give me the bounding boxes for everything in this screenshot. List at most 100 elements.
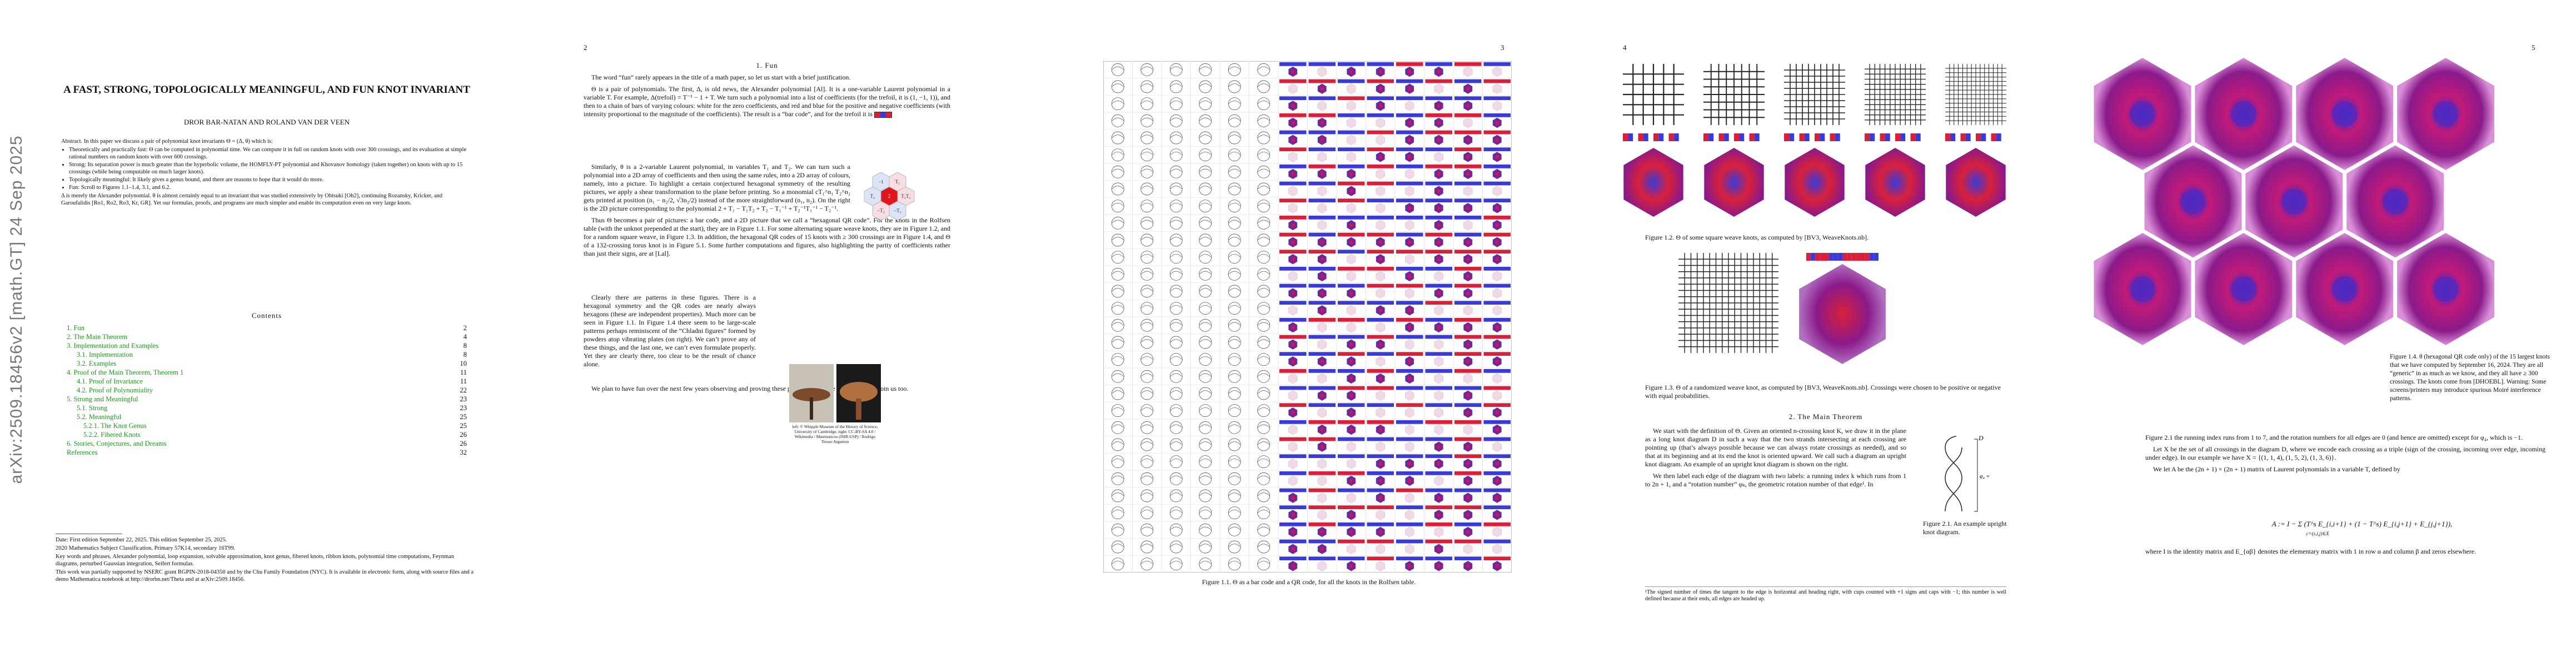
toc-entry[interactable]: 5.2. Meaningful 25 — [67, 412, 467, 421]
main-theorem-text: We start with the definition of Θ. Given… — [1645, 427, 1906, 492]
arxiv-stamp[interactable]: arXiv:2509.18456v2 [math.GT] 24 Sep 2025 — [7, 135, 26, 484]
knot-diagram — [1111, 353, 1124, 366]
qr-hex — [1434, 305, 1443, 316]
qr-hex — [1492, 407, 1502, 418]
knot-diagram — [1140, 523, 1154, 536]
bar-code — [1279, 505, 1307, 510]
toc-entry[interactable]: 5. Strong and Meaningful 23 — [67, 395, 467, 404]
weave-bar-code — [1806, 253, 1811, 261]
qr-hex — [1288, 339, 1298, 350]
qr-hex — [1434, 288, 1443, 299]
bar-code — [1367, 283, 1394, 288]
qr-hex — [1405, 560, 1414, 571]
knot-diagram — [1169, 489, 1183, 502]
knot-crossing — [1199, 100, 1212, 104]
knot-diagram — [1169, 267, 1183, 281]
knot-crossing — [1170, 322, 1183, 326]
bar-code — [1454, 437, 1482, 441]
toc-entry-label: 6. Stories, Conjectures, and Dreams — [67, 440, 167, 447]
knot-diagram — [1228, 370, 1241, 383]
qr-hex — [1434, 526, 1443, 537]
weave-bar-code — [1890, 133, 1895, 141]
qr-hex — [1317, 202, 1327, 213]
knot-diagram — [1169, 165, 1183, 178]
qr-hex — [1288, 83, 1298, 94]
knot-diagram — [1228, 285, 1241, 298]
qr-hex — [1405, 135, 1414, 146]
toc-entry[interactable]: 5.2.1. The Knot Genus 25 — [67, 421, 467, 430]
qr-hex — [1347, 356, 1356, 367]
knot-diagram — [1140, 489, 1154, 502]
footnote-funding[interactable]: This work was partially supported by NSE… — [56, 569, 474, 583]
bar-code — [1396, 556, 1423, 561]
toc-entry[interactable]: 3.1. Implementation 8 — [67, 350, 467, 359]
knot-crossing — [1199, 220, 1212, 223]
hex-label: −1 — [878, 179, 884, 185]
chladni-photos — [789, 364, 881, 422]
toc-entry[interactable]: 5.1. Strong 23 — [67, 404, 467, 412]
weave-bar-code — [1815, 133, 1820, 141]
qr-hex — [1376, 373, 1385, 384]
bar-code — [1396, 505, 1423, 510]
bar-code — [1279, 165, 1307, 168]
knot-diagram — [1199, 200, 1212, 213]
toc-entry[interactable]: 3.2. Examples 10 — [67, 359, 467, 368]
bar-code — [1396, 267, 1423, 271]
qr-hex — [1347, 390, 1356, 401]
knot-diagram — [1169, 80, 1183, 93]
qr-hex — [1347, 544, 1356, 555]
knot-diagram — [1140, 387, 1154, 400]
knot-diagram — [1199, 523, 1212, 536]
toc-entry[interactable]: 6. Stories, Conjectures, and Dreams 26 — [67, 439, 467, 448]
knot-crossing — [1257, 458, 1270, 462]
knot-diagram — [1140, 63, 1154, 76]
qr-hex — [1405, 373, 1414, 384]
toc-entry[interactable]: 3. Implementation and Examples 8 — [67, 341, 467, 350]
knot-diagram — [1199, 558, 1212, 571]
knot-diagram — [1111, 80, 1124, 93]
paragraph: Clearly there are patterns in these figu… — [584, 293, 756, 368]
bar-code — [1396, 147, 1423, 152]
knot-diagram — [1199, 404, 1212, 417]
bar-code — [1338, 250, 1365, 254]
toc-entry[interactable]: 4.2. Proof of Polynomiality 22 — [67, 386, 467, 395]
weave-bar-code — [1981, 133, 1986, 141]
bar-code — [1338, 386, 1365, 390]
qr-hex — [1317, 135, 1327, 146]
qr-core — [2382, 188, 2408, 215]
bar-code — [1367, 165, 1394, 168]
toc-entry[interactable]: References 32 — [67, 448, 467, 457]
toc-entry[interactable]: 4. Proof of the Main Theorem, Theorem 1 1… — [67, 368, 467, 377]
qr-hex — [1405, 305, 1414, 316]
bar-code — [1338, 113, 1365, 117]
toc-entry[interactable]: 2. The Main Theorem 4 — [67, 332, 467, 341]
qr-hex — [1434, 441, 1443, 452]
brass-plate — [793, 388, 830, 401]
bar-code — [1396, 488, 1423, 492]
qr-hex — [1463, 151, 1473, 162]
weave-bar-code — [1828, 253, 1833, 261]
toc-entry[interactable]: 1. Fun 2 — [67, 323, 467, 332]
qr-hex — [1405, 492, 1414, 504]
diagram-label-phi: φ₄ = −1 — [1980, 474, 1990, 480]
qr-hex — [1434, 356, 1443, 367]
knot-diagram — [1169, 97, 1183, 111]
knot-diagram — [1169, 404, 1183, 417]
toc-entry[interactable]: 4.1. Proof of Invariance 11 — [67, 377, 467, 386]
bar-code — [1425, 62, 1452, 66]
knot-crossing — [1170, 168, 1183, 172]
qr-hex — [1317, 407, 1327, 418]
toc-entry[interactable]: 5.2.2. Fibered Knots 26 — [67, 430, 467, 439]
weave-bar-code — [1905, 133, 1911, 141]
bar-code — [1483, 232, 1511, 237]
knot-diagram — [1111, 336, 1124, 349]
bar-code — [1308, 79, 1336, 83]
bar-code — [1454, 165, 1482, 168]
bar-code — [1483, 539, 1511, 544]
paragraph: Similarly, θ is a 2-variable Laurent pol… — [584, 163, 850, 212]
knot-crossing — [1170, 202, 1183, 206]
knot-crossing — [1228, 237, 1241, 241]
knot-crossing — [1112, 100, 1124, 104]
qr-hex — [1376, 151, 1385, 162]
qr-hex — [1405, 407, 1414, 418]
